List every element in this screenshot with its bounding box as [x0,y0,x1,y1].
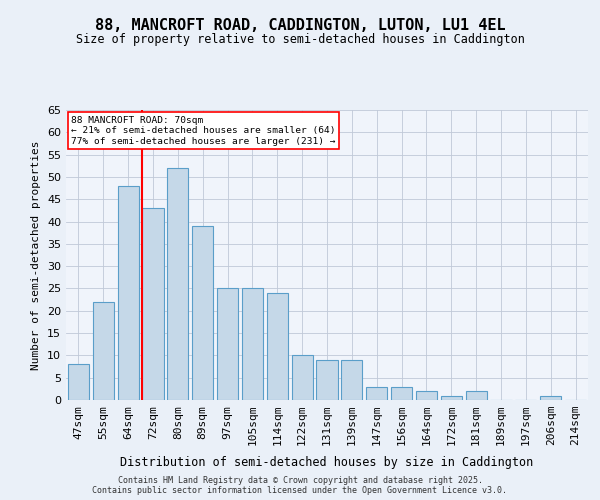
Bar [292,356,313,400]
Bar [341,360,362,400]
Bar [242,288,263,400]
Bar [217,288,238,400]
Text: 88 MANCROFT ROAD: 70sqm
← 21% of semi-detached houses are smaller (64)
77% of se: 88 MANCROFT ROAD: 70sqm ← 21% of semi-de… [71,116,336,146]
Bar [441,396,462,400]
Text: Contains HM Land Registry data © Crown copyright and database right 2025.
Contai: Contains HM Land Registry data © Crown c… [92,476,508,495]
Bar [540,396,561,400]
Text: Size of property relative to semi-detached houses in Caddington: Size of property relative to semi-detach… [76,32,524,46]
Bar [466,391,487,400]
Bar [118,186,139,400]
X-axis label: Distribution of semi-detached houses by size in Caddington: Distribution of semi-detached houses by … [121,456,533,469]
Y-axis label: Number of semi-detached properties: Number of semi-detached properties [31,140,41,370]
Bar [167,168,188,400]
Bar [391,386,412,400]
Bar [68,364,89,400]
Bar [192,226,213,400]
Text: 88, MANCROFT ROAD, CADDINGTON, LUTON, LU1 4EL: 88, MANCROFT ROAD, CADDINGTON, LUTON, LU… [95,18,505,32]
Bar [142,208,164,400]
Bar [93,302,114,400]
Bar [316,360,338,400]
Bar [267,293,288,400]
Bar [416,391,437,400]
Bar [366,386,387,400]
